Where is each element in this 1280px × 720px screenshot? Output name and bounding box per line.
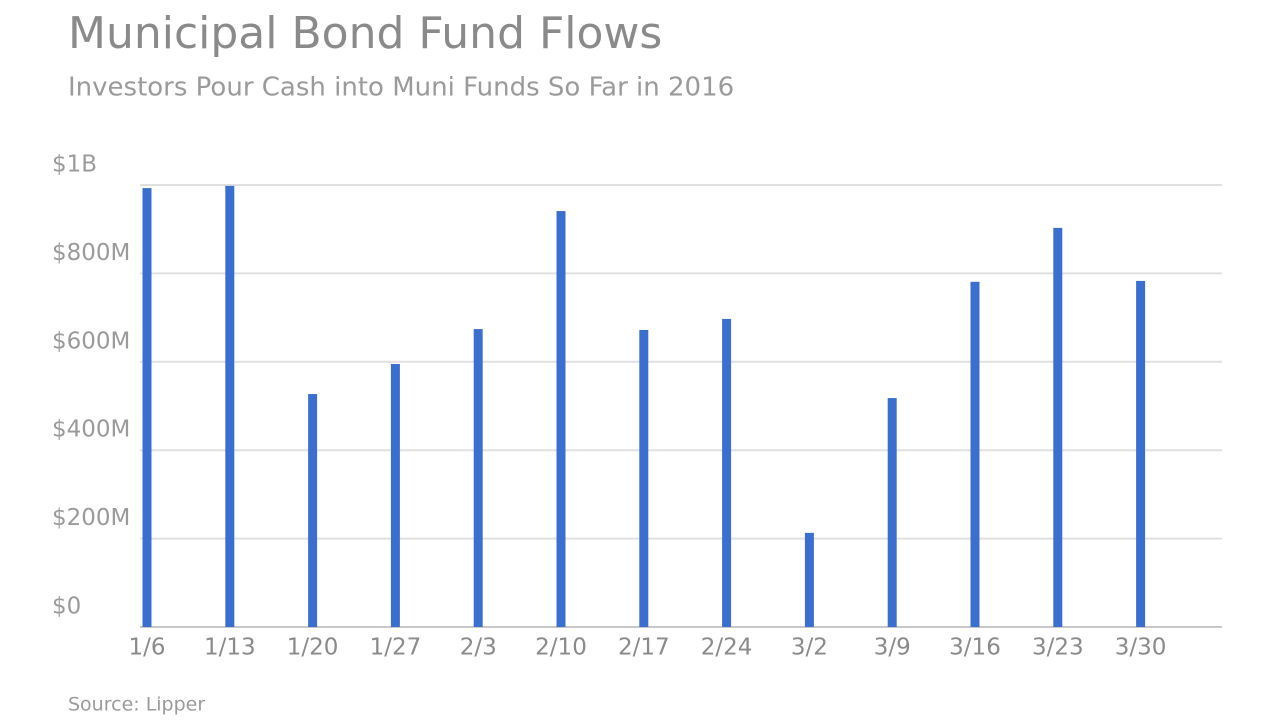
bar [887, 398, 897, 627]
x-tick-label: 3/9 [874, 635, 911, 661]
x-tick-label: 3/2 [791, 635, 828, 661]
bar [1053, 227, 1063, 627]
x-tick-label: 3/16 [949, 635, 1001, 661]
bar [556, 211, 566, 627]
bar [1136, 280, 1146, 627]
chart-title: Municipal Bond Fund Flows [68, 8, 662, 59]
bar [390, 364, 400, 627]
x-tick-label: 1/6 [128, 635, 165, 661]
y-tick-label: $1B [52, 152, 97, 178]
y-tick-label: $200M [52, 505, 130, 531]
bar [308, 394, 318, 627]
bar [639, 329, 649, 627]
x-tick-label: 1/27 [370, 635, 422, 661]
chart-subtitle: Investors Pour Cash into Muni Funds So F… [68, 73, 734, 103]
bar [225, 185, 235, 627]
x-tick-label: 3/30 [1115, 635, 1167, 661]
bar [970, 281, 980, 627]
x-tick-label: 1/13 [204, 635, 256, 661]
bar [142, 188, 152, 627]
y-tick-label: $400M [52, 417, 130, 443]
x-tick-label: 2/17 [618, 635, 670, 661]
x-tick-label: 1/20 [287, 635, 339, 661]
x-tick-label: 2/10 [535, 635, 587, 661]
y-tick-label: $0 [52, 594, 81, 620]
x-tick-label: 2/24 [701, 635, 753, 661]
bar [722, 318, 732, 627]
y-tick-label: $600M [52, 328, 130, 354]
x-tick-label: 2/3 [460, 635, 497, 661]
x-tick-label: 3/23 [1032, 635, 1084, 661]
bar [473, 329, 483, 627]
source-note: Source: Lipper [68, 694, 205, 716]
bar [804, 532, 814, 627]
y-tick-label: $800M [52, 240, 130, 266]
